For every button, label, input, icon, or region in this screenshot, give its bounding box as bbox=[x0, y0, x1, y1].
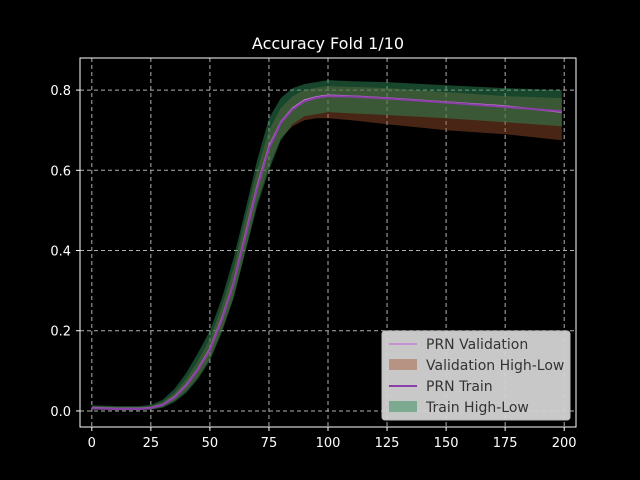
y-tick-label-2: 0.4 bbox=[50, 245, 71, 260]
x-tick-label-3: 75 bbox=[261, 436, 278, 451]
x-tick-label-5: 125 bbox=[375, 436, 400, 451]
x-tick-label-0: 0 bbox=[88, 436, 96, 451]
legend-swatch-train-high-low bbox=[389, 401, 417, 412]
legend-label-validation-high-low: Validation High-Low bbox=[426, 358, 564, 374]
legend-swatch-validation-high-low bbox=[389, 359, 417, 370]
x-tick-label-2: 50 bbox=[202, 436, 219, 451]
chart-title: Accuracy Fold 1/10 bbox=[252, 34, 404, 53]
legend: PRN Validation Validation High-Low PRN Tra… bbox=[381, 330, 571, 421]
x-tick-label-6: 150 bbox=[434, 436, 459, 451]
plot-area: 0 25 50 75 100 125 150 175 200 0.0 0.2 0.4 0.6 0.8 bbox=[50, 57, 577, 451]
legend-label-prn-train: PRN Train bbox=[426, 379, 493, 395]
x-tick-label-8: 200 bbox=[552, 436, 577, 451]
y-tick-label-4: 0.8 bbox=[50, 84, 71, 99]
y-tick-label-3: 0.6 bbox=[50, 164, 71, 179]
y-tick-label-1: 0.2 bbox=[50, 325, 71, 340]
legend-label-train-high-low: Train High-Low bbox=[425, 400, 529, 416]
x-tick-label-4: 100 bbox=[316, 436, 341, 451]
legend-label-prn-validation: PRN Validation bbox=[426, 337, 528, 353]
x-tick-label-1: 25 bbox=[143, 436, 160, 451]
y-tick-label-0: 0.0 bbox=[50, 405, 71, 420]
legend-box bbox=[381, 330, 571, 421]
band-train-high-low bbox=[91, 80, 562, 411]
x-tick-label-7: 175 bbox=[493, 436, 518, 451]
line-prn-train bbox=[91, 95, 562, 410]
